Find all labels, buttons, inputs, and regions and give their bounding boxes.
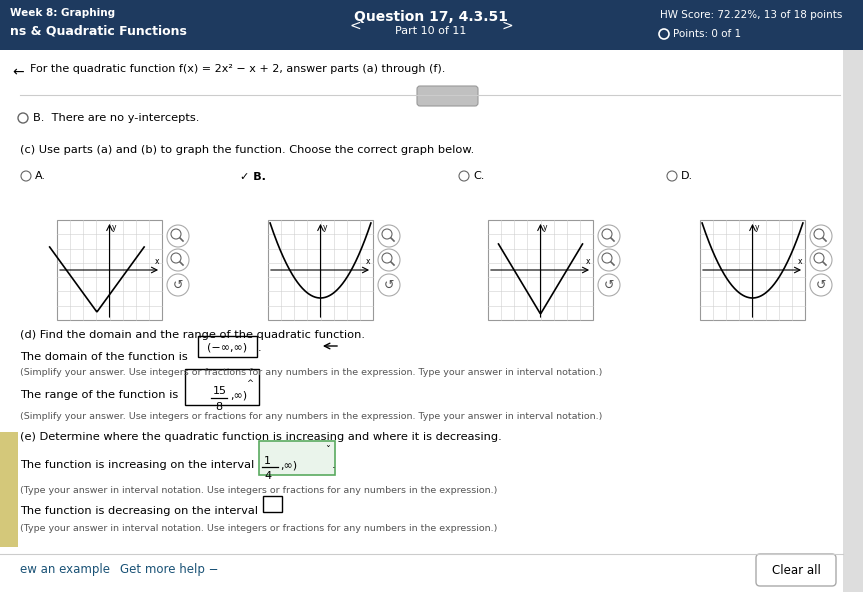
Text: Week 8: Graphing: Week 8: Graphing bbox=[10, 8, 115, 18]
Text: ↺: ↺ bbox=[384, 278, 394, 291]
FancyBboxPatch shape bbox=[0, 0, 863, 50]
Circle shape bbox=[18, 113, 28, 123]
Text: ↺: ↺ bbox=[816, 278, 826, 291]
Text: ↺: ↺ bbox=[173, 278, 183, 291]
FancyBboxPatch shape bbox=[417, 86, 478, 106]
Text: HW Score: 72.22%, 13 of 18 points: HW Score: 72.22%, 13 of 18 points bbox=[660, 10, 842, 20]
Text: ns & Quadratic Functions: ns & Quadratic Functions bbox=[10, 24, 187, 37]
FancyBboxPatch shape bbox=[488, 220, 593, 320]
Text: 8: 8 bbox=[215, 402, 222, 412]
Text: Question 17, 4.3.51: Question 17, 4.3.51 bbox=[354, 10, 508, 24]
Circle shape bbox=[810, 249, 832, 271]
Text: (Type your answer in interval notation. Use integers or fractions for any number: (Type your answer in interval notation. … bbox=[20, 486, 497, 495]
Text: ^: ^ bbox=[247, 379, 254, 388]
Text: (Type your answer in interval notation. Use integers or fractions for any number: (Type your answer in interval notation. … bbox=[20, 524, 497, 533]
FancyBboxPatch shape bbox=[700, 220, 805, 320]
Text: (c) Use parts (a) and (b) to graph the function. Choose the correct graph below.: (c) Use parts (a) and (b) to graph the f… bbox=[20, 145, 475, 155]
Text: The function is decreasing on the interval: The function is decreasing on the interv… bbox=[20, 506, 258, 516]
Text: x: x bbox=[797, 257, 802, 266]
Text: ✓ B.: ✓ B. bbox=[240, 172, 266, 182]
Circle shape bbox=[167, 225, 189, 247]
Circle shape bbox=[598, 225, 620, 247]
Text: ,∞): ,∞) bbox=[230, 390, 247, 400]
Text: C.: C. bbox=[473, 171, 484, 181]
Text: x: x bbox=[154, 257, 159, 266]
Text: A.: A. bbox=[35, 171, 46, 181]
Text: (Simplify your answer. Use integers or fractions for any numbers in the expressi: (Simplify your answer. Use integers or f… bbox=[20, 368, 602, 377]
Text: y: y bbox=[754, 223, 759, 232]
FancyBboxPatch shape bbox=[268, 220, 373, 320]
Text: y: y bbox=[323, 223, 327, 232]
Text: 1: 1 bbox=[264, 456, 271, 466]
Text: <: < bbox=[350, 19, 361, 33]
Circle shape bbox=[378, 225, 400, 247]
Text: >: > bbox=[501, 19, 513, 33]
Text: x: x bbox=[585, 257, 590, 266]
Text: ↺: ↺ bbox=[604, 278, 614, 291]
FancyBboxPatch shape bbox=[185, 369, 259, 405]
Text: (e) Determine where the quadratic function is increasing and where it is decreas: (e) Determine where the quadratic functi… bbox=[20, 432, 501, 442]
Text: ,∞): ,∞) bbox=[280, 460, 297, 470]
Text: Part 10 of 11: Part 10 of 11 bbox=[395, 26, 467, 36]
Circle shape bbox=[167, 274, 189, 296]
FancyBboxPatch shape bbox=[198, 336, 257, 357]
Circle shape bbox=[667, 171, 677, 181]
Text: x: x bbox=[366, 257, 370, 266]
Text: B.  There are no y-intercepts.: B. There are no y-intercepts. bbox=[33, 113, 199, 123]
Text: The domain of the function is: The domain of the function is bbox=[20, 352, 188, 362]
Text: (d) Find the domain and the range of the quadratic function.: (d) Find the domain and the range of the… bbox=[20, 330, 365, 340]
Text: ˇ: ˇ bbox=[325, 446, 330, 456]
FancyBboxPatch shape bbox=[263, 496, 282, 512]
Circle shape bbox=[378, 249, 400, 271]
Text: (Simplify your answer. Use integers or fractions for any numbers in the expressi: (Simplify your answer. Use integers or f… bbox=[20, 412, 602, 421]
Circle shape bbox=[598, 249, 620, 271]
Text: Points: 0 of 1: Points: 0 of 1 bbox=[673, 29, 741, 39]
Circle shape bbox=[378, 274, 400, 296]
Circle shape bbox=[459, 171, 469, 181]
FancyBboxPatch shape bbox=[259, 441, 335, 475]
FancyBboxPatch shape bbox=[0, 50, 863, 592]
Text: .: . bbox=[258, 343, 261, 353]
Text: ew an example: ew an example bbox=[20, 564, 110, 577]
Text: y: y bbox=[111, 223, 116, 232]
FancyBboxPatch shape bbox=[57, 220, 162, 320]
FancyBboxPatch shape bbox=[843, 50, 863, 592]
Circle shape bbox=[21, 171, 31, 181]
Text: (−∞,∞): (−∞,∞) bbox=[207, 342, 247, 352]
Circle shape bbox=[810, 274, 832, 296]
Circle shape bbox=[167, 249, 189, 271]
Text: 4: 4 bbox=[264, 471, 271, 481]
Text: The range of the function is: The range of the function is bbox=[20, 390, 179, 400]
Text: 15: 15 bbox=[213, 386, 227, 396]
Circle shape bbox=[810, 225, 832, 247]
Text: D.: D. bbox=[681, 171, 693, 181]
Text: The function is increasing on the interval: The function is increasing on the interv… bbox=[20, 460, 255, 470]
Text: For the quadratic function f(x) = 2x² − x + 2, answer parts (a) through (f).: For the quadratic function f(x) = 2x² − … bbox=[30, 64, 445, 74]
Text: .: . bbox=[332, 460, 336, 470]
FancyBboxPatch shape bbox=[0, 432, 18, 547]
Text: ←: ← bbox=[12, 65, 23, 79]
Text: Get more help −: Get more help − bbox=[120, 564, 218, 577]
FancyBboxPatch shape bbox=[756, 554, 836, 586]
Text: y: y bbox=[543, 223, 547, 232]
Circle shape bbox=[598, 274, 620, 296]
Text: Clear all: Clear all bbox=[772, 564, 821, 577]
